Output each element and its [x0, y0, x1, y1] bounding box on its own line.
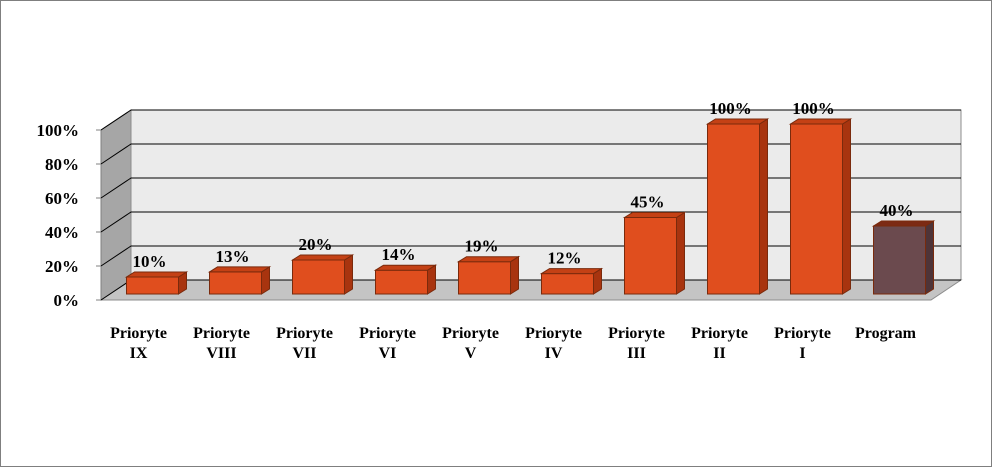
bar: [622, 211, 687, 295]
data-label: 13%: [216, 247, 250, 266]
x-category-label: III: [627, 345, 646, 362]
bar-front: [458, 261, 511, 295]
x-category-label: VI: [379, 345, 397, 362]
data-label: 100%: [709, 99, 752, 118]
x-category-label: Prioryte: [359, 325, 416, 342]
gridline: [100, 177, 961, 199]
x-category-label: IX: [130, 345, 148, 362]
data-label: 45%: [631, 193, 665, 212]
bar-top: [373, 264, 438, 271]
bar-top: [539, 268, 604, 275]
bar-front: [873, 225, 926, 295]
x-category-label: I: [799, 345, 805, 362]
bar: [871, 220, 936, 295]
bar-top: [124, 271, 189, 278]
bar: [124, 271, 189, 295]
bar-side: [842, 118, 851, 295]
bar-front: [790, 123, 843, 295]
x-category-label: VIII: [206, 345, 236, 362]
bar: [373, 264, 438, 295]
bar-front: [209, 271, 262, 295]
x-category-label: V: [465, 345, 477, 362]
x-axis-categories: PrioryteIXPrioryteVIIIPrioryteVIIPrioryt…: [110, 325, 917, 362]
y-tick-label: 60%: [45, 189, 79, 208]
bar-side: [676, 211, 685, 295]
bar-top: [622, 212, 687, 218]
bar-front: [624, 217, 677, 295]
bar-side: [925, 220, 934, 295]
x-category-label: II: [713, 345, 725, 362]
bars: [124, 118, 936, 295]
x-category-label: Prioryte: [608, 325, 665, 342]
bar-top: [207, 266, 272, 273]
data-label: 19%: [465, 237, 499, 256]
x-category-label: Prioryte: [442, 325, 499, 342]
y-tick-label: 0%: [54, 291, 80, 310]
x-category-label: Prioryte: [691, 325, 748, 342]
x-category-label: IV: [545, 345, 563, 362]
data-label: 20%: [299, 235, 333, 254]
y-tick-label: 20%: [45, 257, 79, 276]
bar: [788, 118, 853, 295]
y-tick-label: 80%: [45, 155, 79, 174]
data-label: 10%: [133, 252, 167, 271]
x-category-label: Program: [855, 325, 917, 342]
bar-top: [290, 254, 355, 261]
side-wall: [100, 109, 132, 301]
data-labels: 10% 13% 20% 14% 19% 12% 45% 100% 100% 40%: [133, 99, 914, 271]
data-label: 40%: [880, 201, 914, 220]
data-label: 12%: [548, 249, 582, 268]
data-label: 100%: [792, 99, 835, 118]
bar-side: [510, 255, 519, 295]
y-tick-label: 100%: [37, 121, 80, 140]
x-category-label: Prioryte: [774, 325, 831, 342]
bar-top: [788, 118, 853, 125]
gridline: [100, 109, 961, 131]
data-label: 14%: [382, 245, 416, 264]
bar: [705, 118, 770, 295]
bar: [539, 267, 604, 295]
x-category-label: Prioryte: [193, 325, 250, 342]
bar-side: [759, 118, 768, 295]
bar: [290, 254, 355, 295]
y-axis-ticks: 0% 20% 40% 60% 80% 100%: [37, 121, 101, 310]
x-category-label: VII: [292, 345, 316, 362]
bar-front: [375, 269, 428, 295]
bar-top: [705, 118, 770, 125]
x-category-label: Prioryte: [525, 325, 582, 342]
bar-top: [871, 220, 936, 227]
bar-front: [126, 276, 179, 295]
bar-top: [456, 256, 521, 263]
bar-front: [292, 259, 345, 295]
y-tick-label: 40%: [45, 223, 79, 242]
bar-front: [541, 273, 594, 295]
x-category-label: Prioryte: [276, 325, 333, 342]
gridline: [100, 143, 961, 165]
bar: [207, 265, 272, 295]
bar: [456, 255, 521, 295]
bar-side: [344, 254, 353, 295]
bar-front: [707, 123, 760, 295]
x-category-label: Prioryte: [110, 325, 167, 342]
